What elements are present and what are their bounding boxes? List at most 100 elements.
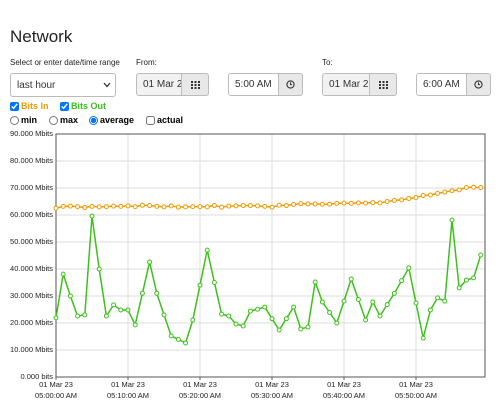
point	[139, 290, 145, 296]
point	[363, 200, 369, 206]
to-date-input[interactable]: 01 Mar 2	[322, 73, 370, 96]
point	[175, 336, 181, 342]
x-tick-label: 01 Mar 23	[183, 380, 217, 389]
mode-option[interactable]: min	[10, 115, 37, 125]
point	[96, 204, 102, 210]
point	[89, 203, 95, 209]
point	[190, 204, 196, 210]
checkbox[interactable]	[10, 101, 19, 111]
point	[435, 190, 441, 196]
point	[111, 302, 117, 308]
point	[391, 290, 397, 296]
point	[82, 204, 88, 210]
point	[262, 304, 268, 310]
point	[391, 197, 397, 203]
point	[60, 271, 66, 277]
point	[204, 204, 210, 210]
to-label: To:	[322, 58, 333, 67]
from-time-input[interactable]: 5:00 AM	[228, 73, 279, 96]
point	[456, 285, 462, 291]
mode-option[interactable]: max	[49, 115, 78, 125]
point	[471, 275, 477, 281]
point	[247, 203, 253, 209]
point	[183, 204, 189, 210]
x-tick-label: 05:30:00 AM	[251, 391, 293, 400]
point	[471, 184, 477, 190]
to-clock-button[interactable]	[466, 73, 491, 96]
y-tick-label: 0.000 bits	[20, 372, 53, 381]
mode-option[interactable]: average	[89, 115, 134, 125]
checkbox[interactable]	[146, 115, 155, 125]
radio[interactable]	[10, 115, 19, 125]
range-label: Select or enter date/time range	[10, 58, 120, 67]
point	[399, 197, 405, 203]
to-time-input[interactable]: 6:00 AM	[416, 73, 467, 96]
point	[67, 203, 73, 209]
point	[305, 324, 311, 330]
point	[319, 299, 325, 305]
x-tick-label: 05:20:00 AM	[179, 391, 221, 400]
point	[283, 203, 289, 209]
y-tick-label: 20.000 Mbits	[10, 318, 53, 327]
point	[269, 316, 275, 322]
point	[168, 203, 174, 209]
point	[334, 320, 340, 326]
x-tick-label: 01 Mar 23	[111, 380, 145, 389]
point	[283, 316, 289, 322]
point	[449, 188, 455, 194]
point	[240, 323, 246, 329]
radio[interactable]	[49, 115, 58, 125]
from-date-input[interactable]: 01 Mar 2	[136, 73, 182, 96]
y-tick-label: 10.000 Mbits	[10, 345, 53, 354]
point	[197, 204, 203, 210]
point	[175, 204, 181, 210]
point	[463, 277, 469, 283]
from-calendar-button[interactable]	[181, 73, 209, 96]
point	[132, 322, 138, 328]
point	[139, 202, 145, 208]
y-tick-label: 50.000 Mbits	[10, 237, 53, 246]
point	[240, 203, 246, 209]
point	[355, 297, 361, 303]
calendar-icon	[378, 80, 388, 89]
point	[341, 200, 347, 206]
to-calendar-button[interactable]	[369, 73, 397, 96]
from-time-text: 5:00 AM	[235, 79, 272, 90]
dropdown-arrow	[103, 82, 111, 88]
point	[334, 200, 340, 206]
point	[233, 321, 239, 327]
mode-option[interactable]: actual	[146, 115, 183, 125]
point	[219, 311, 225, 317]
point	[298, 326, 304, 332]
series-toggle[interactable]: Bits In	[10, 101, 49, 111]
point	[442, 189, 448, 195]
point	[420, 335, 426, 341]
point	[211, 280, 217, 285]
point	[161, 204, 167, 210]
from-clock-button[interactable]	[278, 73, 303, 96]
point	[262, 203, 268, 209]
point	[118, 203, 124, 209]
range-select-text: last hour	[17, 79, 56, 91]
point	[406, 265, 412, 271]
plot-frame	[55, 133, 486, 378]
point	[204, 247, 210, 253]
checkbox[interactable]	[60, 101, 69, 111]
range-select[interactable]: last hour	[10, 73, 116, 97]
point	[435, 295, 441, 301]
point	[154, 203, 160, 209]
point	[456, 187, 462, 193]
point	[370, 200, 376, 206]
point	[384, 302, 390, 308]
mode-label: average	[100, 115, 135, 125]
radio[interactable]	[89, 115, 98, 125]
mode-label: max	[60, 115, 79, 125]
point	[197, 282, 203, 288]
series-toggle[interactable]: Bits Out	[60, 101, 106, 111]
point	[399, 278, 405, 284]
legend-label: Bits In	[21, 101, 49, 111]
point	[219, 204, 225, 210]
point	[463, 184, 469, 190]
point	[427, 307, 433, 313]
